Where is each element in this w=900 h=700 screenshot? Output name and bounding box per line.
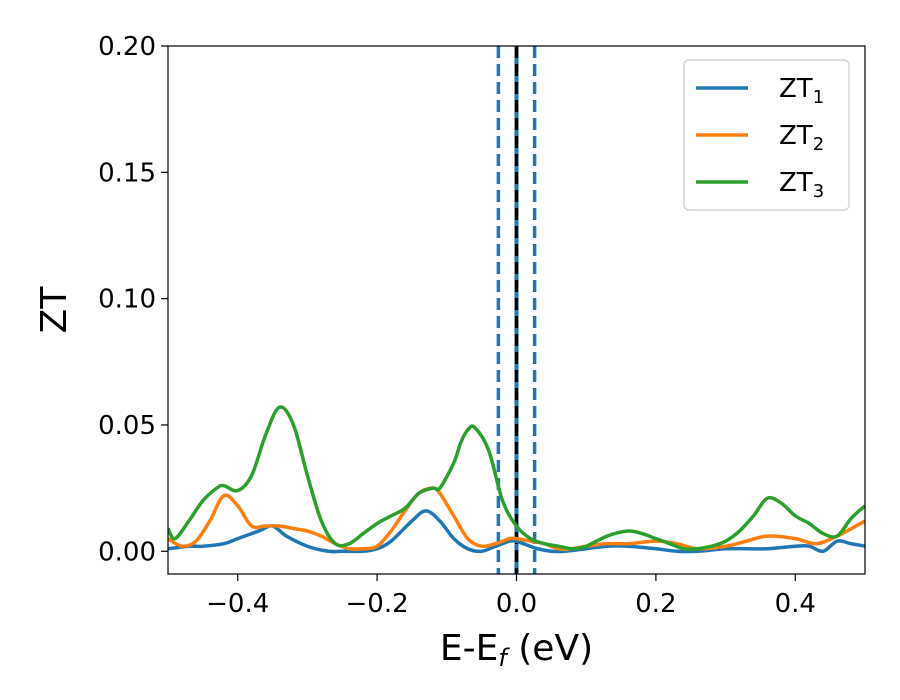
- y-tick-label: 0.05: [98, 411, 156, 441]
- x-axis-ticks: −0.4 −0.2 0.0 0.2 0.4: [206, 574, 816, 619]
- y-tick-label: 0.00: [98, 537, 156, 567]
- series-lines: [168, 405, 865, 554]
- x-tick-label: 0.4: [775, 589, 816, 619]
- series-line-zt3: [168, 405, 865, 551]
- legend: ZT1 ZT2 ZT3: [683, 59, 850, 211]
- x-axis-label-main: E-E: [440, 628, 498, 669]
- legend-label-zt2: ZT2: [779, 121, 824, 155]
- series-line-zt1: [168, 509, 865, 554]
- x-axis-label-suffix: (eV): [507, 628, 593, 669]
- x-tick-label: −0.2: [346, 589, 409, 619]
- x-tick-label: 0.0: [496, 589, 537, 619]
- vertical-reference-lines: [496, 46, 537, 574]
- y-axis-ticks: 0.00 0.05 0.10 0.15 0.20: [98, 32, 168, 567]
- legend-label-zt3: ZT3: [779, 168, 824, 202]
- y-tick-label: 0.20: [98, 32, 156, 62]
- x-tick-label: 0.2: [635, 589, 676, 619]
- y-axis-label: ZT: [34, 286, 75, 334]
- legend-label-zt1: ZT1: [779, 74, 824, 108]
- x-axis-label: E-Ef (eV): [440, 628, 593, 672]
- legend-box: [683, 59, 850, 211]
- x-tick-label: −0.4: [206, 589, 269, 619]
- y-tick-label: 0.15: [98, 158, 156, 188]
- y-tick-label: 0.10: [98, 285, 156, 315]
